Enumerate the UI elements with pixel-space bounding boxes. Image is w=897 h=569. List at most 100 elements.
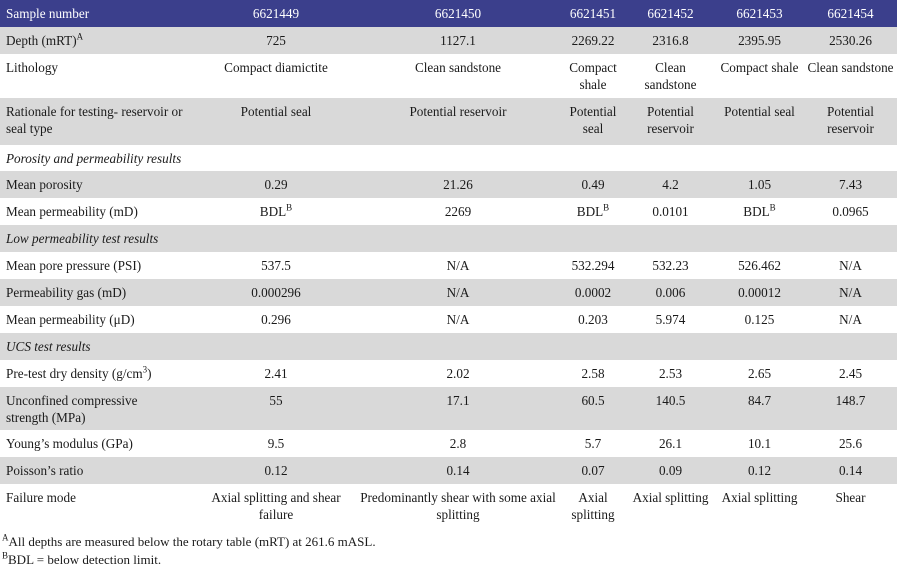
header-sample: 6621454 (804, 0, 897, 27)
table-cell: 2395.95 (715, 27, 804, 54)
table-cell: 2.58 (581, 366, 605, 381)
superscript: 3 (142, 364, 148, 375)
table-cell: 5.7 (584, 436, 602, 451)
table-cell: 2316.8 (626, 27, 715, 54)
table-cell: 60.5 (560, 387, 626, 430)
table-cell: Compact diamictite (224, 60, 328, 75)
table-row: Mean permeability (μD) 0.296 N/A 0.203 5… (0, 306, 897, 333)
table-row: Poisson’s ratio 0.12 0.14 0.07 0.09 0.12… (0, 457, 897, 484)
table-cell: 10.1 (747, 436, 772, 451)
header-sample: 6621453 (715, 0, 804, 27)
table-cell: Potential reservoir (356, 98, 560, 145)
row-label: Lithology (6, 60, 59, 75)
results-table: Sample number 6621449 6621450 6621451 66… (0, 0, 897, 529)
table-cell: 17.1 (356, 387, 560, 430)
table-row: Mean pore pressure (PSI) 537.5 N/A 532.2… (0, 252, 897, 279)
table-cell: N/A (804, 279, 897, 306)
table-row: Failure mode Axial splitting and shear f… (0, 484, 897, 529)
row-label: Rationale for testing- reservoir or seal… (0, 98, 196, 145)
footnotes: AAll depths are measured below the rotar… (0, 529, 897, 569)
footnote-marker: A (76, 31, 84, 42)
footnote-marker: B (769, 202, 776, 213)
section-row: Low permeability test results (0, 225, 897, 252)
table-cell: N/A (356, 279, 560, 306)
table-cell: 26.1 (658, 436, 683, 451)
section-heading: Porosity and permeability results (6, 151, 182, 166)
table-cell: 1127.1 (356, 27, 560, 54)
table-cell: 2530.26 (804, 27, 897, 54)
section-row: Porosity and permeability results (0, 145, 897, 171)
table-cell: 0.000296 (196, 279, 356, 306)
row-label: Mean porosity (0, 171, 196, 198)
table-cell: 7.43 (804, 171, 897, 198)
table-cell: 0.125 (744, 312, 775, 327)
table-cell: Axial splitting and shear failure (211, 490, 341, 522)
table-cell: 0.12 (196, 457, 356, 484)
table-cell: Clean sandstone (644, 60, 697, 92)
section-heading: UCS test results (0, 333, 897, 360)
footnote-marker: B (286, 202, 293, 213)
table-cell: Axial splitting (721, 490, 798, 505)
table-cell: 526.462 (738, 258, 781, 273)
table-cell: 21.26 (356, 171, 560, 198)
table-cell: N/A (446, 258, 470, 273)
table-cell: 0.0965 (832, 204, 869, 219)
table-cell: 148.7 (804, 387, 897, 430)
table-cell: 25.6 (838, 436, 863, 451)
table-cell: 0.203 (578, 312, 608, 327)
table-cell: 725 (196, 27, 356, 54)
table-cell: 2.53 (658, 366, 683, 381)
table-row: Mean permeability (mD) BDLB 2269 BDLB 0.… (0, 198, 897, 225)
table-cell: 0.29 (196, 171, 356, 198)
table-cell: 55 (196, 387, 356, 430)
table-cell: 0.00012 (715, 279, 804, 306)
table-cell: 9.5 (267, 436, 285, 451)
header-label: Sample number (0, 0, 196, 27)
row-label: Pre-test dry density (g/cm3) (6, 364, 152, 381)
table-cell: Clean sandstone (414, 60, 502, 75)
table-cell: Potential seal (196, 98, 356, 145)
table-cell: 140.5 (626, 387, 715, 430)
row-label: Unconfined compressive strength (MPa) (0, 387, 196, 430)
footnote-b: BBDL = below detection limit. (2, 550, 162, 567)
header-sample: 6621452 (626, 0, 715, 27)
table-cell: 0.006 (626, 279, 715, 306)
table-row: Rationale for testing- reservoir or seal… (0, 98, 897, 145)
table-row: Mean porosity 0.29 21.26 0.49 4.2 1.05 7… (0, 171, 897, 198)
table-cell: N/A (446, 312, 470, 327)
table-cell: 2.41 (264, 366, 288, 381)
table-cell: Clean sandstone (807, 60, 894, 75)
row-label: Depth (mRT)A (0, 27, 196, 54)
table-cell: 2.02 (446, 366, 470, 381)
table-cell: Predominantly shear with some axial spli… (360, 490, 556, 522)
table-cell: Axial splitting (571, 490, 615, 522)
table-row: Unconfined compressive strength (MPa) 55… (0, 387, 897, 430)
table-row: Permeability gas (mD) 0.000296 N/A 0.000… (0, 279, 897, 306)
table-cell: 532.23 (652, 258, 689, 273)
table-cell: 0.14 (804, 457, 897, 484)
table-cell: 1.05 (715, 171, 804, 198)
table-cell: Shear (835, 490, 866, 505)
table-cell: Potential seal (715, 98, 804, 145)
header-sample: 6621451 (560, 0, 626, 27)
table-cell: Potential seal (560, 98, 626, 145)
table-cell: BDLB (743, 202, 776, 219)
table-cell: Compact shale (720, 60, 799, 75)
section-row: UCS test results (0, 333, 897, 360)
table-cell: 0.0101 (652, 204, 689, 219)
table-header-row: Sample number 6621449 6621450 6621451 66… (0, 0, 897, 27)
table-cell: 2269 (444, 204, 472, 219)
row-label: Mean permeability (μD) (6, 312, 135, 327)
table-cell: 2.45 (838, 366, 863, 381)
row-label: Mean pore pressure (PSI) (6, 258, 142, 273)
header-sample: 6621449 (196, 0, 356, 27)
row-label: Mean permeability (mD) (6, 204, 138, 219)
footnote-a: AAll depths are measured below the rotar… (2, 532, 376, 549)
table-cell: Potential reservoir (804, 98, 897, 145)
footnote-marker: B (603, 202, 610, 213)
table-row: Lithology Compact diamictite Clean sands… (0, 54, 897, 98)
table-cell: 532.294 (571, 258, 615, 273)
table-cell: Compact shale (569, 60, 617, 92)
table-cell: Axial splitting (632, 490, 709, 505)
